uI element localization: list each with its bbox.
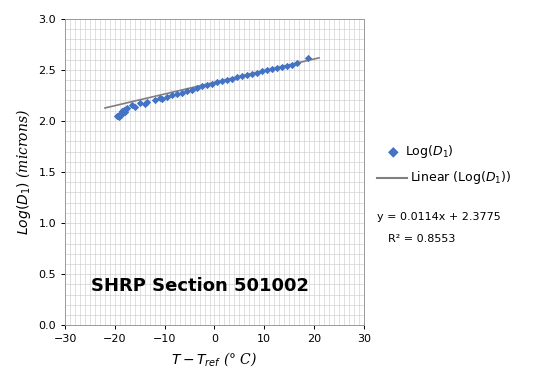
Point [136,99,144,105]
Point [223,77,231,83]
Point [207,81,216,87]
Point [158,96,167,102]
Point [117,110,126,116]
Point [118,108,127,114]
Point [188,87,197,93]
Point [257,68,266,74]
Point [198,83,206,89]
Point [128,102,137,108]
Text: Log($D_1$): Log($D_1$) [405,143,453,160]
Point [173,91,181,97]
Point [163,94,172,100]
Point [123,105,132,111]
Point [121,109,129,115]
Point [155,95,164,101]
Point [168,92,176,98]
Point [122,106,130,112]
Point [277,64,286,70]
Point [287,62,296,68]
Text: SHRP Section 501002: SHRP Section 501002 [91,276,308,294]
Point [213,79,222,85]
Point [248,71,256,77]
Point [183,88,192,94]
Point [130,104,139,110]
Text: Linear (Log($D_1$)): Linear (Log($D_1$)) [410,169,512,186]
Point [252,70,261,76]
Point [262,67,271,73]
Point [232,74,241,80]
Point [116,111,124,117]
Point [273,65,281,71]
Point [113,113,122,119]
Point [237,73,246,79]
Point [218,78,226,84]
Point [292,60,301,66]
Point [119,107,128,113]
Point [150,98,159,104]
Point [304,55,312,61]
X-axis label: $T - T_{ref}$ (° C): $T - T_{ref}$ (° C) [171,350,258,368]
Point [282,63,291,69]
Text: y = 0.0114x + 2.3775: y = 0.0114x + 2.3775 [377,212,501,222]
Point [115,114,123,120]
Point [267,66,276,72]
Text: ◆: ◆ [388,144,399,159]
Point [243,72,251,78]
Point [203,82,211,88]
Point [193,85,201,91]
Y-axis label: $Log(D_1)$ (microns): $Log(D_1)$ (microns) [14,109,33,235]
Point [141,101,149,107]
Point [117,112,125,118]
Text: R² = 0.8553: R² = 0.8553 [388,234,456,244]
Point [143,98,151,104]
Point [228,76,236,82]
Point [178,91,186,96]
